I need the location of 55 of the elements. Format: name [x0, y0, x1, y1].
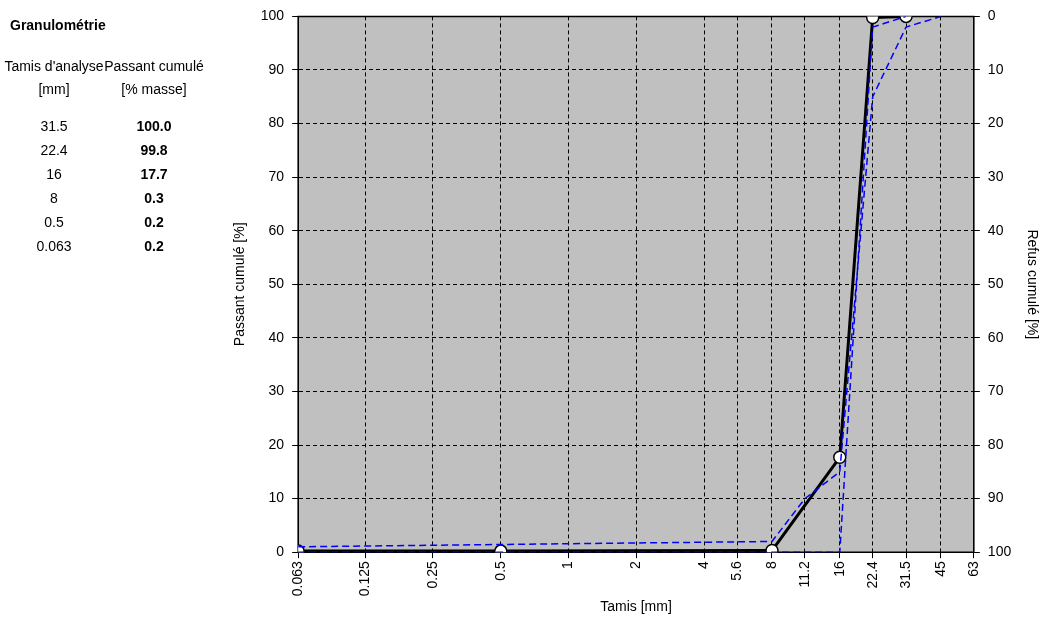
x-tick-label: 45 — [931, 560, 948, 577]
y-tick-label: 70 — [268, 167, 285, 184]
x-tick-label: 16 — [830, 560, 847, 577]
y2-tick-label: 70 — [987, 382, 1004, 399]
text: 0.5 — [43, 213, 65, 232]
y2-tick-label: 20 — [987, 114, 1004, 131]
x-tick-label: 2 — [627, 560, 644, 569]
text: 99.8 — [139, 141, 169, 160]
text: 0.3 — [143, 189, 165, 208]
x-tick-label: 0.5 — [491, 560, 508, 581]
text: 0.2 — [143, 237, 165, 256]
x-axis-title: Tamis [mm] — [600, 598, 672, 615]
text: 17.7 — [139, 165, 169, 184]
x-tick-label: 11.2 — [795, 560, 812, 588]
y-tick-label: 60 — [268, 221, 285, 238]
y-tick-label: 20 — [268, 435, 285, 452]
text: 8 — [49, 189, 59, 208]
y2-tick-label: 100 — [987, 543, 1012, 560]
y-tick-label: 80 — [268, 114, 285, 131]
x-tick-label: 22.4 — [863, 560, 880, 589]
text: Granulométrie — [9, 16, 107, 35]
text: 100.0 — [135, 117, 173, 136]
y-tick-label: 0 — [276, 543, 285, 560]
text: 0.2 — [143, 213, 165, 232]
x-tick-label: 63 — [964, 560, 981, 577]
y2-tick-label: 10 — [987, 60, 1004, 77]
y-axis-title: Passant cumulé [%] — [231, 222, 248, 347]
x-tick-label: 8 — [762, 560, 779, 569]
y-tick-label: 30 — [268, 382, 285, 399]
y2-axis-title: Refus cumulé [%] — [1024, 229, 1041, 340]
y-tick-label: 50 — [268, 275, 285, 292]
y2-tick-label: 60 — [987, 328, 1004, 345]
x-tick-label: 31.5 — [896, 560, 913, 589]
text: 16 — [45, 165, 63, 184]
y-tick-label: 100 — [260, 7, 285, 24]
y2-tick-label: 30 — [987, 167, 1004, 184]
text: 31.5 — [39, 117, 69, 136]
y2-tick-label: 90 — [987, 489, 1004, 506]
y2-tick-label: 80 — [987, 435, 1004, 452]
text: 22.4 — [39, 141, 69, 160]
y-tick-label: 10 — [268, 489, 285, 506]
text: Tamis d'analyse [mm] — [4, 57, 104, 99]
x-tick-label: 4 — [695, 560, 712, 569]
y2-tick-label: 50 — [987, 275, 1004, 292]
y2-tick-label: 0 — [987, 7, 996, 24]
x-tick-label: 0.25 — [423, 560, 440, 589]
x-tick-label: 1 — [559, 560, 576, 569]
text: Passant cumulé [% masse] — [104, 57, 204, 99]
x-tick-label: 0.125 — [356, 560, 373, 597]
x-tick-label: 5.6 — [727, 560, 744, 581]
text: 0.063 — [35, 237, 73, 256]
y-tick-label: 40 — [268, 328, 285, 345]
y-tick-label: 90 — [268, 60, 285, 77]
x-tick-label: 0.063 — [289, 560, 306, 597]
y2-tick-label: 40 — [987, 221, 1004, 238]
